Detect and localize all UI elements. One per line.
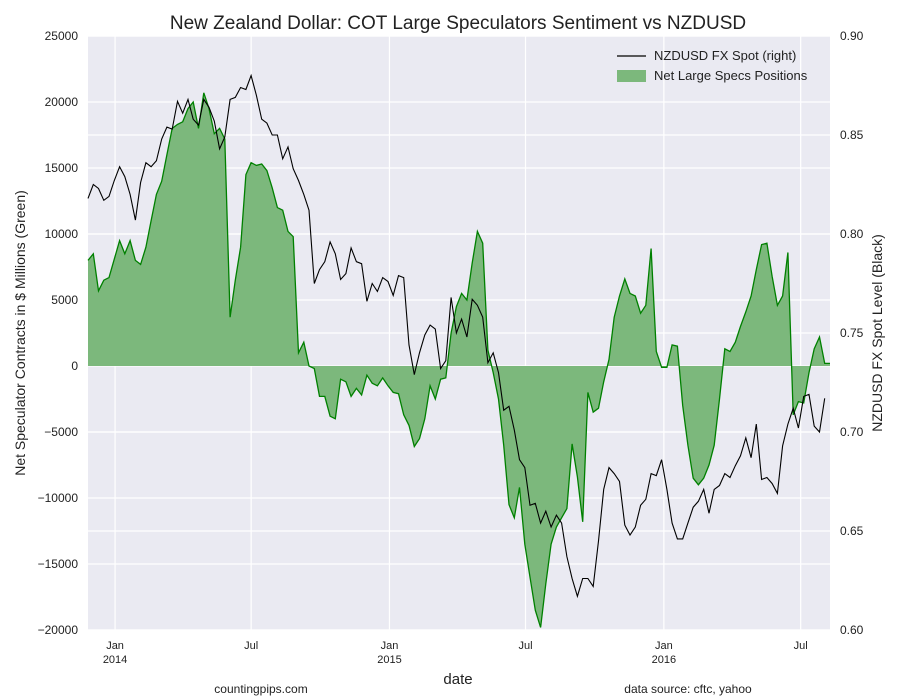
x-tick-label: Jul	[519, 640, 533, 652]
x-axis-label: date	[443, 671, 472, 688]
right-tick-label: 0.75	[840, 326, 864, 340]
left-tick-label: 10000	[45, 227, 79, 241]
legend-label-net-specs: Net Large Specs Positions	[654, 68, 808, 83]
x-tick-year-label: 2016	[652, 654, 676, 666]
left-tick-label: 0	[71, 359, 78, 373]
left-tick-label: −10000	[38, 491, 79, 505]
legend: NZDUSD FX Spot (right) Net Large Specs P…	[617, 48, 808, 83]
x-tick-year-label: 2014	[103, 654, 127, 666]
left-tick-label: −15000	[38, 557, 79, 571]
right-tick-label: 0.60	[840, 623, 864, 637]
right-tick-label: 0.80	[840, 227, 864, 241]
right-axis-ticks: 0.90 0.85 0.80 0.75 0.70 0.65 0.60	[840, 29, 864, 637]
net-specs-area	[88, 92, 830, 628]
nzdusd-line	[87, 73, 826, 599]
net-specs-area-layer	[87, 92, 830, 628]
x-tick-label: Jan	[655, 640, 673, 652]
left-tick-label: 15000	[45, 161, 79, 175]
left-tick-label: 20000	[45, 95, 79, 109]
left-axis-ticks: 25000 20000 15000 10000 5000 0 −5000 −10000 −150…	[38, 29, 79, 637]
left-tick-label: −20000	[38, 623, 79, 637]
legend-area-swatch	[617, 70, 646, 82]
left-tick-label: 5000	[51, 293, 78, 307]
left-tick-label: 25000	[45, 29, 79, 43]
footer-data-source: data source: cftc, yahoo	[624, 682, 752, 696]
footer-source-site: countingpips.com	[214, 682, 307, 696]
net-specs-outline	[87, 92, 830, 628]
nzdusd-line-layer	[87, 73, 826, 599]
right-tick-label: 0.70	[840, 425, 864, 439]
y-axis-left-label: Net Speculator Contracts in $ Millions (…	[12, 190, 28, 476]
right-tick-label: 0.65	[840, 524, 864, 538]
x-tick-label: Jan	[106, 640, 124, 652]
y-axis-right-label: NZDUSD FX Spot Level (Black)	[869, 234, 885, 432]
chart-title: New Zealand Dollar: COT Large Speculator…	[170, 13, 746, 34]
x-tick-label: Jul	[244, 640, 258, 652]
x-tick-label: Jan	[381, 640, 399, 652]
x-tick-label: Jul	[794, 640, 808, 652]
right-tick-label: 0.90	[840, 29, 864, 43]
right-tick-label: 0.85	[840, 128, 864, 142]
legend-label-nzdusd: NZDUSD FX Spot (right)	[654, 48, 796, 63]
x-axis-ticks: Jan 2014 Jul Jan 2015 Jul Jan 2016 Jul	[103, 640, 808, 666]
x-tick-year-label: 2015	[377, 654, 401, 666]
left-tick-label: −5000	[44, 425, 78, 439]
